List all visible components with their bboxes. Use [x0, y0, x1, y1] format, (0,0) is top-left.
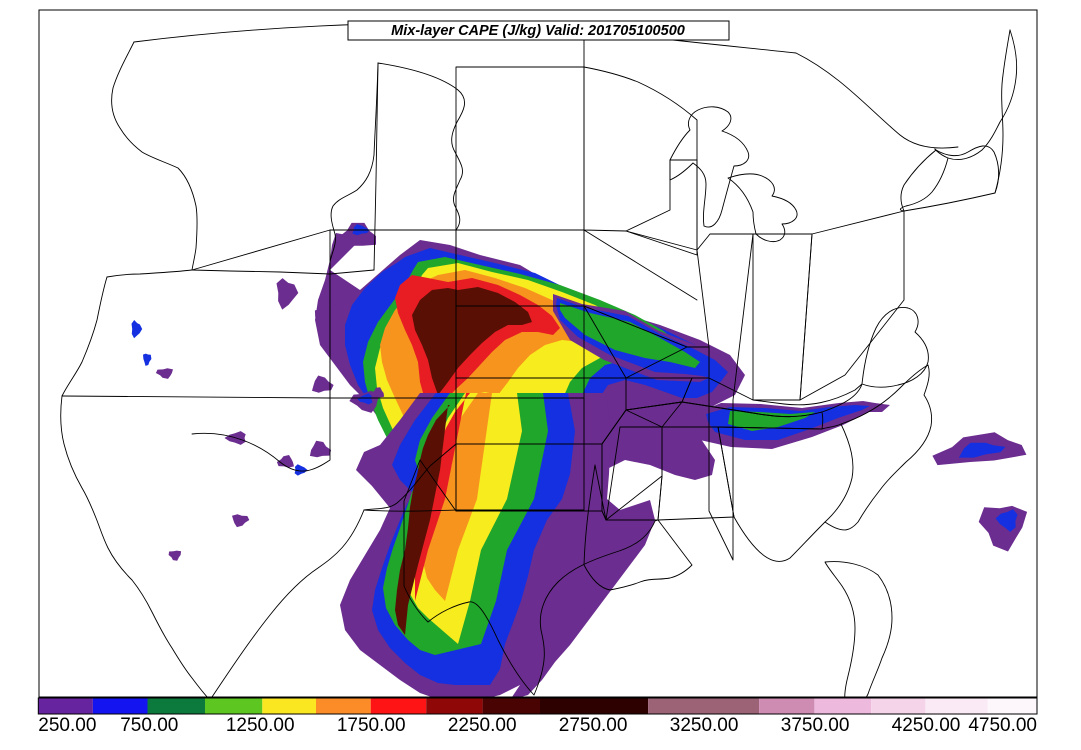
svg-text:Mix-layer CAPE (J/kg) Valid: 2: Mix-layer CAPE (J/kg) Valid: 20170510050… [391, 23, 685, 39]
svg-text:2750.00: 2750.00 [559, 715, 628, 736]
svg-text:4250.00: 4250.00 [892, 715, 961, 736]
svg-text:3750.00: 3750.00 [781, 715, 850, 736]
svg-text:3250.00: 3250.00 [670, 715, 739, 736]
svg-text:2250.00: 2250.00 [448, 715, 517, 736]
svg-text:1750.00: 1750.00 [337, 715, 406, 736]
svg-text:750.00: 750.00 [120, 715, 178, 736]
svg-text:1250.00: 1250.00 [226, 715, 295, 736]
svg-text:4750.00: 4750.00 [968, 715, 1037, 736]
svg-text:250.00: 250.00 [38, 715, 96, 736]
